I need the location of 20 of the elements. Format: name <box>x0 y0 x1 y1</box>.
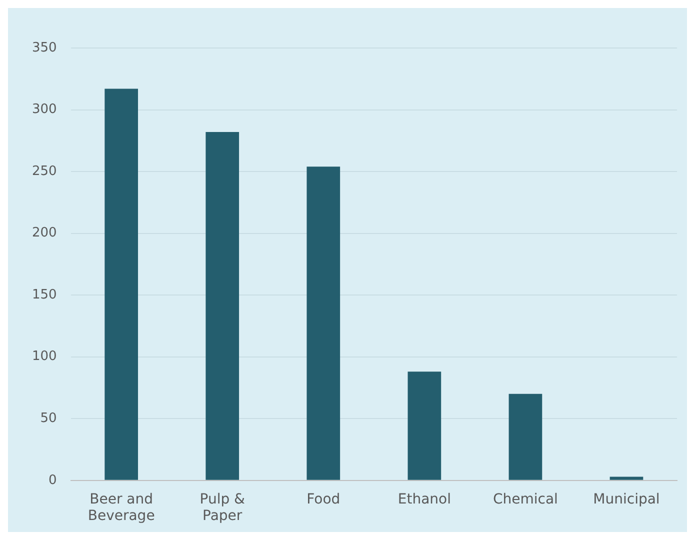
x-tick-label: Chemical <box>492 491 558 508</box>
y-tick-label: 0 <box>48 472 57 488</box>
bar <box>306 166 340 480</box>
x-tick-label: Beer and Beverage <box>88 491 155 524</box>
x-tick-label: Municipal <box>593 491 660 508</box>
x-tick-label: Food <box>306 491 340 508</box>
y-tick-label: 150 <box>32 287 57 302</box>
y-tick-label: 100 <box>32 349 57 364</box>
x-tick-label: Pulp & Paper <box>200 491 246 524</box>
y-tick-label: 250 <box>32 164 57 179</box>
bar <box>508 394 542 480</box>
bar <box>610 476 644 480</box>
bar <box>408 372 442 480</box>
bar <box>104 88 138 480</box>
y-tick-label: 50 <box>40 411 57 426</box>
bar <box>206 132 240 480</box>
y-tick-label: 200 <box>32 226 57 241</box>
y-tick-label: 350 <box>32 40 57 56</box>
y-tick-label: 300 <box>32 102 57 118</box>
x-tick-label: Ethanol <box>398 491 451 508</box>
